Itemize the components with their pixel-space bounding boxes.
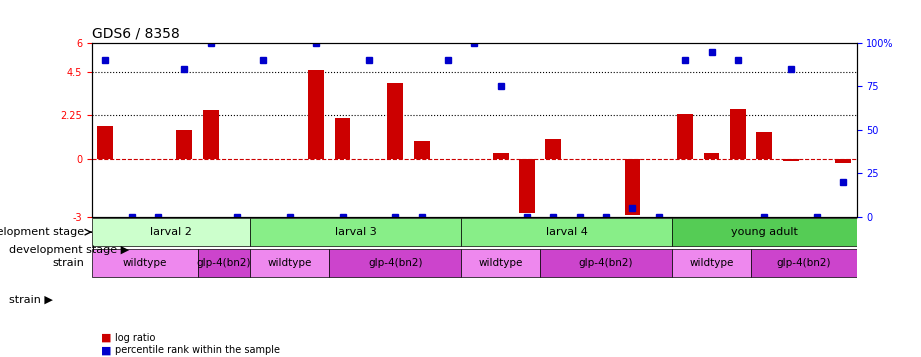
FancyBboxPatch shape	[672, 249, 752, 277]
Text: glp-4(bn2): glp-4(bn2)	[579, 258, 634, 268]
Text: ■: ■	[101, 333, 111, 343]
FancyBboxPatch shape	[251, 249, 330, 277]
Bar	[388, 84, 403, 159]
Bar	[334, 118, 350, 159]
FancyBboxPatch shape	[330, 249, 461, 277]
FancyBboxPatch shape	[197, 249, 251, 277]
Bar	[730, 109, 746, 159]
Bar	[493, 153, 508, 159]
Bar	[624, 159, 640, 215]
Bar	[545, 139, 561, 159]
Bar	[677, 114, 694, 159]
Text: glp-4(bn2): glp-4(bn2)	[197, 258, 251, 268]
FancyBboxPatch shape	[251, 218, 461, 246]
Text: percentile rank within the sample: percentile rank within the sample	[115, 345, 280, 355]
Bar	[704, 153, 719, 159]
FancyBboxPatch shape	[461, 218, 672, 246]
Text: development stage: development stage	[0, 227, 84, 237]
Text: ■: ■	[101, 345, 111, 355]
Text: wildtype: wildtype	[479, 258, 523, 268]
Text: GDS6 / 8358: GDS6 / 8358	[92, 26, 180, 40]
Bar	[519, 159, 535, 213]
FancyBboxPatch shape	[752, 249, 857, 277]
Text: larval 2: larval 2	[150, 227, 192, 237]
Text: glp-4(bn2): glp-4(bn2)	[368, 258, 423, 268]
Bar	[835, 159, 851, 162]
Text: log ratio: log ratio	[115, 333, 156, 343]
FancyBboxPatch shape	[672, 218, 857, 246]
Bar	[203, 110, 218, 159]
Bar	[756, 132, 772, 159]
FancyBboxPatch shape	[92, 249, 197, 277]
Text: wildtype: wildtype	[689, 258, 734, 268]
Text: development stage ▶: development stage ▶	[9, 245, 129, 255]
Bar	[414, 141, 429, 159]
Bar	[783, 159, 799, 161]
FancyBboxPatch shape	[541, 249, 672, 277]
FancyBboxPatch shape	[92, 218, 251, 246]
FancyBboxPatch shape	[461, 249, 541, 277]
Text: larval 3: larval 3	[335, 227, 377, 237]
Text: strain ▶: strain ▶	[9, 295, 53, 305]
Text: young adult: young adult	[731, 227, 798, 237]
Bar	[177, 130, 192, 159]
Text: glp-4(bn2): glp-4(bn2)	[776, 258, 831, 268]
Text: larval 4: larval 4	[545, 227, 588, 237]
Text: wildtype: wildtype	[268, 258, 312, 268]
Bar	[309, 70, 324, 159]
Bar	[98, 126, 113, 159]
Text: wildtype: wildtype	[122, 258, 167, 268]
Text: strain: strain	[52, 258, 84, 268]
